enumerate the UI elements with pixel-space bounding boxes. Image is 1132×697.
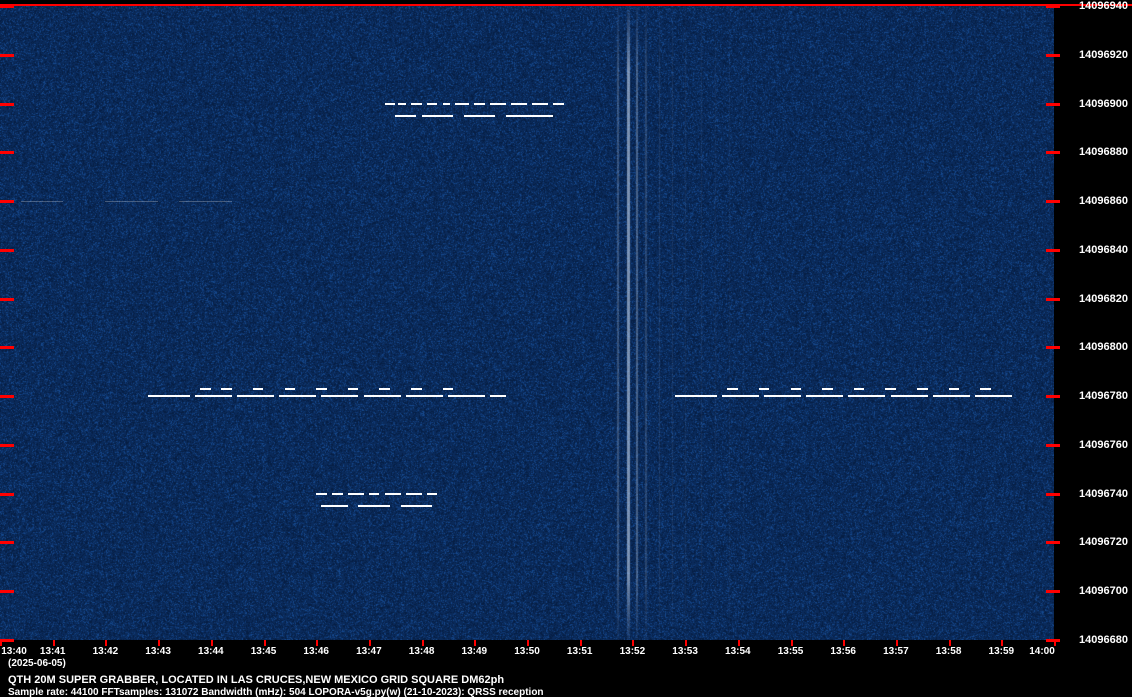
y-tick: [1046, 395, 1060, 398]
x-axis-label: 13:44: [198, 646, 224, 657]
y-tick-left: [0, 444, 14, 447]
y-tick-left: [0, 249, 14, 252]
y-tick: [1046, 103, 1060, 106]
y-tick: [1046, 249, 1060, 252]
y-axis-label: 14096820: [1079, 293, 1128, 305]
y-tick-left: [0, 346, 14, 349]
x-axis-label: 14:00: [1029, 646, 1055, 657]
y-tick-left: [0, 395, 14, 398]
y-tick: [1046, 444, 1060, 447]
x-axis-label: 13:48: [409, 646, 435, 657]
y-axis-label: 14096760: [1079, 439, 1128, 451]
y-tick-left: [0, 103, 14, 106]
title-line: QTH 20M SUPER GRABBER, LOCATED IN LAS CR…: [8, 674, 504, 686]
x-axis-label: 13:42: [93, 646, 119, 657]
x-axis-label: 13:43: [145, 646, 171, 657]
y-axis-label: 14096740: [1079, 488, 1128, 500]
y-axis-label: 14096800: [1079, 341, 1128, 353]
x-axis-label: 13:57: [883, 646, 909, 657]
y-tick: [1046, 151, 1060, 154]
x-axis-label: 13:49: [462, 646, 488, 657]
x-axis-label: 13:41: [40, 646, 66, 657]
y-axis-label: 14096940: [1079, 0, 1128, 12]
x-axis-label: 13:50: [514, 646, 540, 657]
x-axis-label: 13:54: [725, 646, 751, 657]
waterfall-canvas: [0, 6, 1054, 640]
y-axis-label: 14096720: [1079, 536, 1128, 548]
x-axis-label: 13:53: [672, 646, 698, 657]
y-tick-left: [0, 639, 14, 642]
y-tick: [1046, 541, 1060, 544]
y-tick: [1046, 54, 1060, 57]
y-tick-left: [0, 493, 14, 496]
y-tick-left: [0, 541, 14, 544]
y-axis-label: 14096900: [1079, 98, 1128, 110]
y-axis-label: 14096840: [1079, 244, 1128, 256]
y-tick: [1046, 5, 1060, 8]
y-axis-label: 14096920: [1079, 49, 1128, 61]
y-tick-left: [0, 151, 14, 154]
y-axis-label: 14096680: [1079, 634, 1128, 646]
x-axis-label: 13:55: [778, 646, 804, 657]
top-red-line: [0, 4, 1132, 6]
y-tick: [1046, 200, 1060, 203]
y-tick-left: [0, 5, 14, 8]
y-tick: [1046, 590, 1060, 593]
x-axis-label: 13:47: [356, 646, 382, 657]
y-tick: [1046, 639, 1060, 642]
y-tick-left: [0, 298, 14, 301]
x-axis-label: 13:58: [936, 646, 962, 657]
x-axis-label: 13:40: [1, 646, 27, 657]
y-tick: [1046, 493, 1060, 496]
waterfall-plot: [0, 0, 1054, 640]
y-tick-left: [0, 200, 14, 203]
status-line: Sample rate: 44100 FFTsamples: 131072 Ba…: [8, 687, 544, 697]
x-axis-label: 13:51: [567, 646, 593, 657]
x-axis: 13:40 13:41 13:42 13:43 13:44 13:45 13:46 13:47…: [0, 640, 1132, 660]
y-tick-left: [0, 590, 14, 593]
y-axis-label: 14096880: [1079, 146, 1128, 158]
date-label: (2025-06-05): [8, 658, 66, 669]
y-axis-label: 14096780: [1079, 390, 1128, 402]
y-tick: [1046, 346, 1060, 349]
x-axis-label: 13:45: [251, 646, 277, 657]
y-tick-left: [0, 54, 14, 57]
x-axis-label: 13:46: [303, 646, 329, 657]
x-axis-label: 13:52: [620, 646, 646, 657]
x-axis-label: 13:59: [989, 646, 1015, 657]
y-axis-label: 14096700: [1079, 585, 1128, 597]
x-axis-label: 13:56: [830, 646, 856, 657]
y-axis-label: 14096860: [1079, 195, 1128, 207]
y-tick: [1046, 298, 1060, 301]
waterfall-container: 13:40 13:41 13:42 13:43 13:44 13:45 13:46 13:47…: [0, 0, 1132, 697]
